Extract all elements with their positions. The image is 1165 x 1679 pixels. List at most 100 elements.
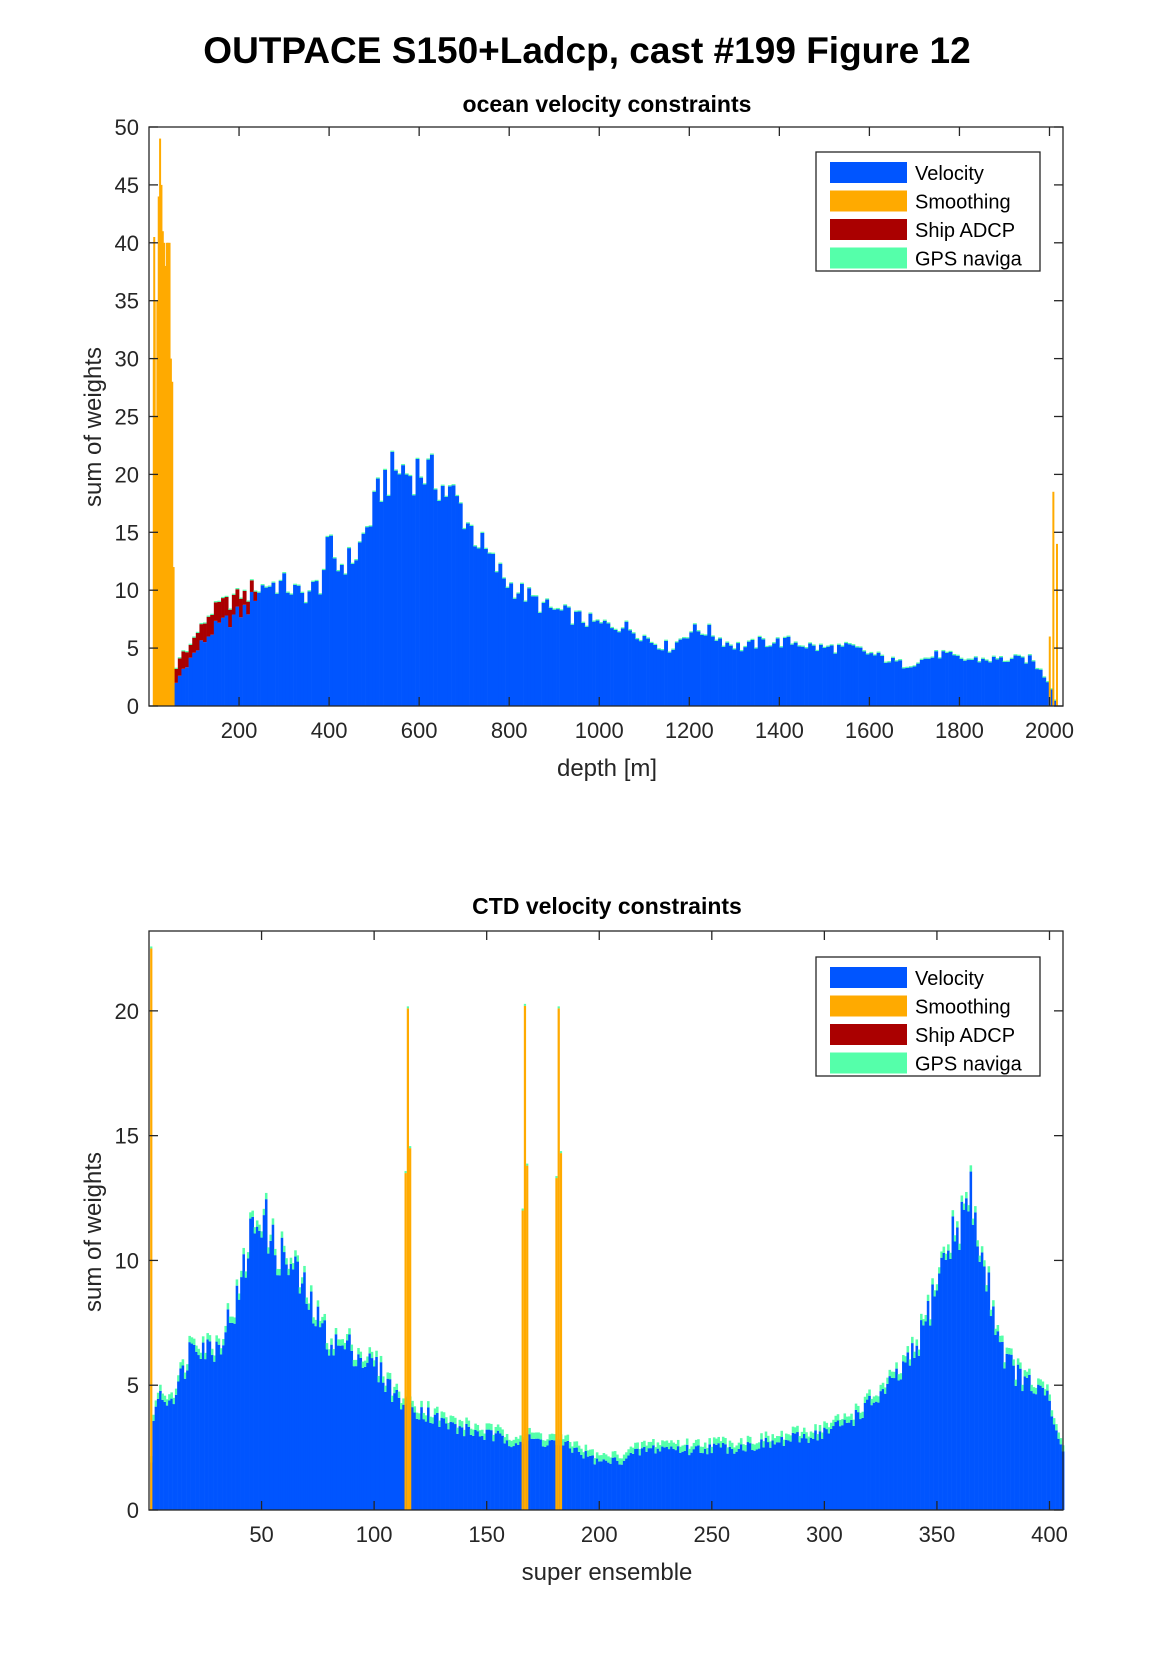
velocity-bar	[721, 646, 726, 706]
velocity-bar	[260, 1237, 263, 1510]
gps-bar	[926, 1294, 930, 1301]
velocity-bar	[368, 1353, 372, 1510]
velocity-bar	[354, 1366, 358, 1510]
velocity-bar	[285, 592, 290, 706]
smoothing-bar	[165, 242, 168, 707]
gps-bar	[253, 590, 258, 592]
velocity-bar	[508, 1446, 511, 1510]
velocity-bar	[262, 1215, 266, 1510]
gps-bar	[393, 1386, 396, 1394]
velocity-bar	[676, 1446, 680, 1510]
gps-bar	[474, 1423, 477, 1430]
gps-bar	[875, 1395, 878, 1402]
gps-bar	[682, 636, 686, 639]
gps-bar	[499, 1427, 502, 1434]
gps-bar	[802, 1427, 806, 1434]
velocity-bar	[1006, 661, 1011, 706]
gps-bar	[814, 1424, 817, 1431]
velocity-bar	[280, 1237, 284, 1510]
gps-bar	[980, 1246, 984, 1253]
gps-bar	[796, 1425, 799, 1433]
velocity-bar	[539, 1439, 543, 1510]
velocity-bar	[751, 1450, 754, 1510]
velocity-bar	[419, 477, 424, 706]
velocity-bar	[953, 1241, 957, 1510]
velocity-bar	[775, 638, 780, 706]
gps-bar	[866, 1393, 869, 1400]
gps-bar	[228, 608, 233, 610]
velocity-bar	[253, 1233, 257, 1510]
gps-bar	[282, 572, 287, 574]
velocity-bar	[935, 1290, 939, 1510]
smoothing-bar	[163, 242, 166, 707]
velocity-bar	[293, 584, 297, 706]
gps-bar	[710, 1446, 714, 1454]
gps-bar	[771, 1434, 775, 1441]
gps-bar	[537, 1432, 540, 1439]
y-tick-label: 15	[115, 1124, 139, 1149]
gps-bar	[697, 1439, 700, 1446]
velocity-bar	[870, 1405, 874, 1510]
velocity-bar	[768, 646, 773, 706]
gps-bar	[552, 608, 557, 610]
gps-bar	[303, 601, 308, 604]
velocity-bar	[718, 638, 723, 706]
gps-bar	[674, 641, 679, 643]
gps-bar	[512, 1439, 516, 1447]
gps-bar	[653, 643, 658, 645]
gps-bar	[854, 1403, 858, 1410]
velocity-bar	[836, 644, 841, 706]
velocity-bar	[800, 646, 805, 706]
velocity-bar	[213, 1361, 216, 1510]
gps-bar	[1001, 1335, 1004, 1342]
velocity-bar	[1032, 1393, 1036, 1510]
gps-bar	[620, 627, 625, 629]
gps-bar	[847, 643, 852, 645]
velocity-bar	[1059, 1444, 1063, 1510]
velocity-bar	[179, 1368, 182, 1510]
gps-bar	[1050, 1410, 1054, 1417]
gps-bar	[679, 1446, 682, 1453]
gps-bar	[246, 1252, 250, 1259]
gps-bar	[483, 547, 488, 549]
gps-bar	[318, 1320, 322, 1328]
velocity-bar	[541, 1446, 545, 1510]
gps-bar	[264, 586, 269, 588]
velocity-bar	[188, 1342, 191, 1510]
gps-bar	[902, 1355, 905, 1362]
velocity-bar	[913, 1357, 916, 1510]
velocity-bar	[219, 1354, 223, 1510]
velocity-bar	[715, 1444, 718, 1510]
velocity-bar	[769, 1447, 772, 1510]
velocity-bar	[843, 1419, 847, 1510]
y-tick-label: 40	[115, 231, 139, 256]
gps-bar	[739, 649, 744, 652]
gps-bar	[775, 1435, 779, 1443]
velocity-bar	[974, 1212, 977, 1510]
gps-bar	[602, 619, 607, 621]
smoothing-bar	[168, 242, 171, 707]
velocity-bar	[969, 1171, 973, 1510]
gps-bar	[323, 1313, 327, 1321]
velocity-bar	[494, 572, 499, 706]
velocity-bar	[458, 1426, 462, 1510]
ship-adcp-bar	[185, 652, 189, 668]
gps-bar	[422, 1412, 426, 1420]
velocity-bar	[361, 533, 366, 706]
smoothing-bar	[172, 567, 175, 706]
velocity-bar	[917, 1355, 921, 1510]
velocity-bar	[393, 470, 398, 706]
gps-bar	[832, 1419, 835, 1427]
velocity-bar	[999, 657, 1003, 706]
gps-bar	[1043, 1389, 1047, 1396]
legend-label: Smoothing	[915, 997, 1011, 1019]
velocity-bar	[365, 527, 370, 706]
gps-bar	[640, 1441, 644, 1449]
velocity-bar	[1046, 1390, 1049, 1510]
velocity-bar	[800, 1438, 804, 1510]
velocity-bar	[1030, 1391, 1033, 1510]
velocity-bar	[672, 1448, 675, 1510]
velocity-bar	[683, 1451, 687, 1510]
gps-bar	[305, 1297, 309, 1304]
velocity-bar	[1002, 661, 1007, 706]
